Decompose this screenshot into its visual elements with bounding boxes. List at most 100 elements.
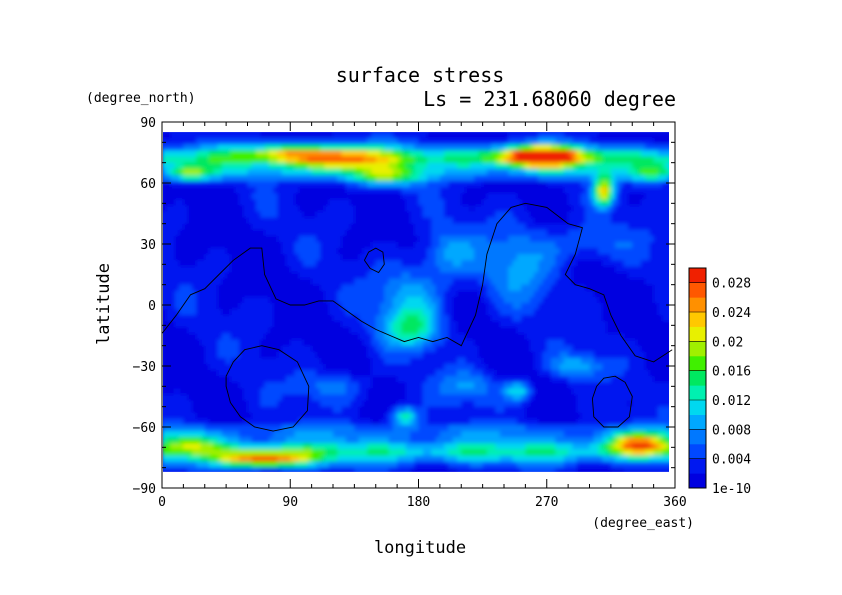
heatmap-cell [580,272,586,280]
heatmap-cell [298,235,304,243]
heatmap-cell [226,150,231,158]
heatmap-cell [495,156,501,164]
heatmap-cell [238,241,244,249]
heatmap-cell [602,223,608,231]
heatmap-cell [217,296,223,304]
heatmap-cell [491,132,497,139]
heatmap-cell [653,211,659,219]
heatmap-cell [388,229,394,237]
heatmap-cell [221,345,227,353]
heatmap-cell [311,235,317,243]
heatmap-cell [636,376,642,383]
heatmap-cell [418,290,424,298]
heatmap-cell [268,241,274,249]
heatmap-cell [243,174,249,182]
heatmap-cell [256,309,261,316]
heatmap-cell [290,284,296,292]
heatmap-cell [439,345,445,353]
heatmap-cell [298,278,304,286]
heatmap-cell [324,382,330,389]
heatmap-cell [337,272,343,280]
heatmap-cell [350,150,355,158]
heatmap-cell [576,254,582,261]
heatmap-cell [405,254,411,261]
heatmap-cell [435,260,441,267]
heatmap-cell [610,339,616,347]
heatmap-cell [448,180,454,188]
heatmap-cell [495,211,501,219]
heatmap-cell [551,180,556,188]
heatmap-cell [525,193,531,200]
heatmap-cell [298,382,304,389]
heatmap-cell [512,144,518,152]
heatmap-cell [328,156,334,164]
heatmap-cell [328,296,334,304]
heatmap-cell [427,370,432,377]
heatmap-cell [598,205,603,213]
heatmap-cell [285,357,291,365]
heatmap-cell [388,260,394,267]
heatmap-cell [303,315,308,322]
heatmap-cell [640,241,646,249]
heatmap-cell [508,333,514,341]
heatmap-cell [649,248,655,255]
heatmap-cell [170,278,176,286]
heatmap-cell [315,205,321,213]
heatmap-cell [538,272,544,280]
heatmap-cell [268,248,274,255]
heatmap-cell [495,376,501,383]
heatmap-cell [213,333,219,341]
heatmap-cell [456,144,462,152]
heatmap-cell [324,290,330,298]
heatmap-cell [307,235,313,243]
heatmap-cell [354,357,360,365]
heatmap-cell [559,351,565,359]
heatmap-cell [516,174,522,182]
heatmap-cell [623,223,629,231]
heatmap-cell [256,333,261,341]
heatmap-cell [439,144,445,152]
heatmap-cell [465,345,471,353]
heatmap-cell [277,193,283,200]
heatmap-cell [341,211,347,219]
heatmap-cell [281,241,287,249]
heatmap-cell [640,290,646,298]
heatmap-cell [593,223,599,231]
heatmap-cell [315,235,321,243]
heatmap-cell [294,296,300,304]
heatmap-cell [649,211,655,219]
heatmap-cell [324,302,330,310]
heatmap-cell [427,180,432,188]
heatmap-cell [508,144,514,152]
heatmap-cell [427,382,432,389]
heatmap-cell [247,357,253,365]
heatmap-cell [456,296,462,304]
heatmap-cell [653,333,659,341]
heatmap-cell [367,229,373,237]
heatmap-cell [572,150,578,158]
heatmap-cell [256,260,261,267]
heatmap-cell [281,345,287,353]
heatmap-cell [320,156,326,164]
heatmap-cell [341,223,347,231]
heatmap-cell [452,321,458,328]
heatmap-cell [469,180,475,188]
heatmap-cell [435,156,441,164]
heatmap-cell [512,217,518,225]
heatmap-cell [285,168,291,176]
heatmap-cell [294,162,300,170]
heatmap-cell [414,345,420,353]
heatmap-cell [606,235,612,243]
heatmap-cell [260,370,266,377]
heatmap-cell [482,260,488,267]
heatmap-cell [341,339,347,347]
heatmap-cell [354,248,360,255]
heatmap-cell [632,266,638,274]
heatmap-cell [187,248,193,255]
heatmap-cell [273,199,279,206]
heatmap-cell [444,339,450,347]
heatmap-cell [358,229,364,237]
heatmap-cell [371,235,377,243]
heatmap-cell [328,370,334,377]
heatmap-cell [217,339,223,347]
